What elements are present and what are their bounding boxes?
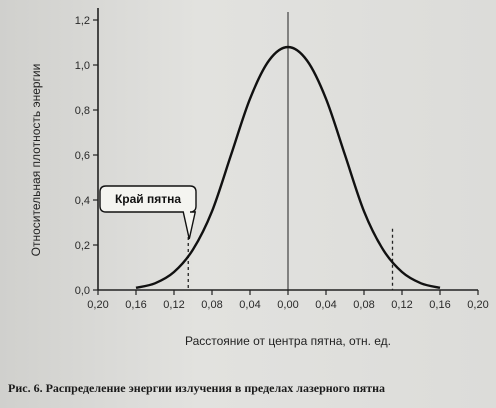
y-tick-label: 1,0 xyxy=(75,60,90,72)
annotation-group: Край пятна xyxy=(99,185,197,240)
y-axis-label: Относительная плотность энергии xyxy=(29,64,43,257)
x-tick-label: 0,16 xyxy=(429,299,450,311)
x-tick-label: 0,00 xyxy=(277,299,298,311)
x-tick-label: 0,08 xyxy=(353,299,374,311)
annotation-box xyxy=(99,185,197,240)
x-tick-label: 0,04 xyxy=(315,299,336,311)
x-tick-label: 0,12 xyxy=(391,299,412,311)
x-tick-label: 0,16 xyxy=(125,299,146,311)
curve-group xyxy=(135,45,441,289)
x-tick-label: 0,08 xyxy=(201,299,222,311)
series-line xyxy=(135,45,441,289)
y-tick-label: 0,2 xyxy=(75,240,90,252)
x-tick-label: 0,04 xyxy=(239,299,260,311)
energy-distribution-chart: 0,0 0,2 0,4 0,6 0,8 1,0 1,2 0,20 0,16 0,12 0,08 0,0… xyxy=(29,8,489,348)
y-tick-label: 0,8 xyxy=(75,105,90,117)
edge-markers xyxy=(187,228,394,290)
chart-axes xyxy=(93,8,479,295)
x-axis-label: Расстояние от центра пятна, отн. ед. xyxy=(185,334,391,348)
x-tick-label: 0,12 xyxy=(163,299,184,311)
figure-caption: Рис. 6. Распределение энергии излучения … xyxy=(8,381,386,395)
tick-labels: 0,0 0,2 0,4 0,6 0,8 1,0 1,2 0,20 0,16 0,12 0,08 0,0… xyxy=(75,15,489,311)
y-tick-label: 1,2 xyxy=(75,15,90,27)
annotation-text: Край пятна xyxy=(115,192,181,206)
y-tick-label: 0,0 xyxy=(75,285,90,297)
y-tick-label: 0,6 xyxy=(75,150,90,162)
x-tick-label: 0,20 xyxy=(467,299,488,311)
y-tick-label: 0,4 xyxy=(75,195,90,207)
x-tick-label: 0,20 xyxy=(87,299,108,311)
